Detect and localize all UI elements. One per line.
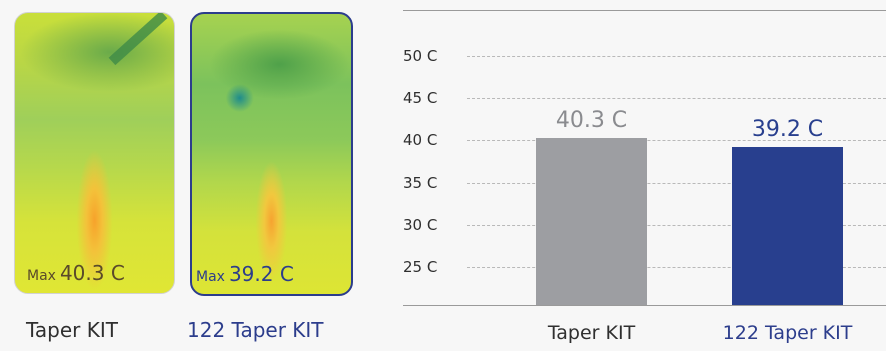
bar-data-label: 40.3 C xyxy=(555,107,628,133)
gridline xyxy=(467,98,886,100)
y-tick-label: 50 C xyxy=(403,47,438,65)
thumbnail-caption-122-taper-kit: 122 Taper KIT xyxy=(187,318,324,342)
y-tick-label: 25 C xyxy=(403,258,438,276)
y-tick-label: 35 C xyxy=(403,173,438,192)
gridline xyxy=(467,56,886,57)
bar xyxy=(732,147,843,305)
thermal-image-taper-kit: Max 40.3 C xyxy=(14,12,175,294)
y-tick-label: 40 C xyxy=(403,131,438,150)
chart-top-border xyxy=(403,10,886,11)
max-value: 39.2 C xyxy=(228,262,294,286)
bar-data-label: 39.2 C xyxy=(751,117,824,143)
gridline xyxy=(467,140,886,142)
gridline xyxy=(467,224,886,226)
max-word: Max xyxy=(196,269,225,285)
bar xyxy=(536,137,647,305)
max-word: Max xyxy=(27,268,56,284)
max-temp-label: Max 39.2 C xyxy=(196,262,294,286)
max-value: 40.3 C xyxy=(59,261,125,285)
gridline xyxy=(467,267,886,268)
max-temp-label: Max 40.3 C xyxy=(27,261,125,285)
chart-baseline xyxy=(403,305,886,306)
thumbnail-caption-taper-kit: Taper KIT xyxy=(26,318,118,342)
thermal-stripe xyxy=(108,13,168,66)
x-category-label: 122 Taper KIT xyxy=(722,322,853,344)
x-category-label: Taper KIT xyxy=(547,322,636,344)
y-tick-label: 30 C xyxy=(403,215,438,234)
y-tick-label: 45 C xyxy=(403,89,438,108)
thermal-image-122-taper-kit: Max 39.2 C xyxy=(190,12,353,296)
gridline xyxy=(467,182,886,184)
